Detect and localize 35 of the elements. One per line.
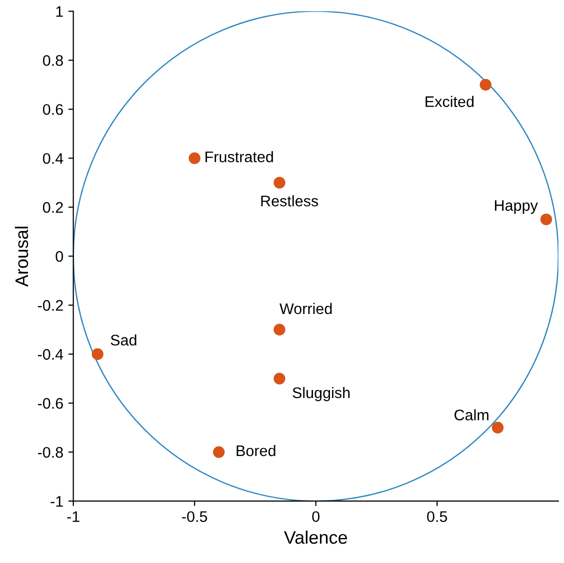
- point: [92, 348, 104, 360]
- y-tick-label: -0.8: [38, 446, 63, 458]
- annotation: Excited: [426, 96, 474, 108]
- x-tick-label: 0.5: [427, 511, 448, 522]
- point: [480, 78, 492, 91]
- annotation: Worried: [280, 302, 332, 314]
- annotation: Calm: [454, 409, 488, 420]
- x-tick-label: -0.5: [182, 511, 208, 522]
- y-tick-label: 0.4: [42, 153, 64, 164]
- annotation: Restless: [261, 195, 318, 206]
- annotation: Sad: [110, 334, 136, 346]
- annotation: Bored: [236, 444, 276, 456]
- y-tick-label: -0.6: [38, 398, 63, 409]
- point: [274, 176, 286, 189]
- y-tick-label: -0.2: [38, 300, 63, 311]
- y-tick-label: 1: [56, 6, 63, 17]
- y-axis-title: Arousal: [14, 226, 28, 287]
- y-tick-label: 0.2: [42, 202, 63, 213]
- point: [188, 152, 200, 164]
- y-tick-label: 0: [56, 251, 63, 262]
- point: [274, 372, 286, 384]
- annotation: Frustrated: [206, 151, 273, 162]
- annotation: Sluggish: [292, 386, 350, 402]
- x-axis-title: Valence: [284, 530, 347, 544]
- x-tick-label: 0: [312, 511, 320, 522]
- annotation: Happy: [494, 200, 538, 214]
- point: [492, 422, 504, 434]
- y-tick-label: 0.8: [42, 55, 63, 66]
- y-tick-label: -1: [50, 496, 63, 507]
- point: [540, 214, 552, 226]
- y-tick-label: 0.6: [42, 104, 63, 115]
- point: [274, 324, 286, 336]
- y-tick-label: -0.4: [38, 348, 64, 360]
- point: [212, 446, 225, 458]
- x-tick-label: -1: [67, 511, 80, 522]
